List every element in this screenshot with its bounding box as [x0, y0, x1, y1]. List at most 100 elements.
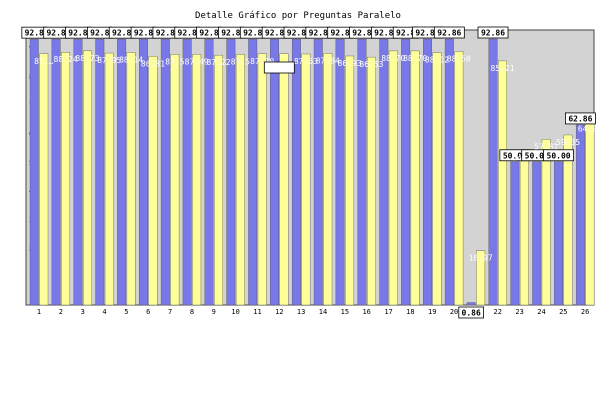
data-label: 92.8: [330, 29, 349, 38]
data-label-box: [433, 26, 465, 39]
bar: [117, 38, 127, 306]
bar: [585, 121, 595, 306]
data-label: 87.70: [250, 57, 274, 66]
data-label-box: [543, 149, 574, 162]
data-label: 92.8: [287, 29, 306, 38]
data-label: 18.97: [469, 254, 493, 263]
data-label: 88.73: [75, 54, 99, 63]
bar: [519, 150, 529, 306]
data-label: 92.8: [243, 29, 262, 38]
bar: [575, 124, 585, 306]
bar: [61, 52, 71, 306]
bar: [104, 52, 114, 306]
data-label: 59.35: [556, 138, 580, 147]
x-tick-label: 13: [297, 308, 305, 316]
data-label: 92.8: [134, 29, 153, 38]
data-label: 87.95: [97, 56, 121, 65]
bar: [401, 38, 411, 306]
x-tick-label: 18: [406, 308, 414, 316]
bar: [313, 38, 323, 306]
data-label: 0.86: [462, 309, 481, 318]
data-label: 86.53: [359, 60, 383, 69]
bar: [279, 53, 289, 306]
data-label: 92.86: [481, 28, 505, 37]
data-label: 92.8: [352, 29, 371, 38]
x-tick-label: 11: [253, 308, 261, 316]
x-tick-label: 5: [124, 308, 128, 316]
data-label: 86.93: [338, 59, 362, 68]
data-label: 92.8: [25, 29, 44, 38]
bar: [139, 38, 148, 306]
bar: [291, 38, 301, 306]
chart-title: Detalle Gráfico por Preguntas Paralelo: [195, 11, 401, 21]
x-tick-label: 10: [231, 308, 239, 316]
data-label: 88.12: [425, 56, 449, 65]
x-tick-label: 23: [515, 308, 523, 316]
x-tick-label: 26: [581, 308, 589, 316]
data-label: 92.8: [309, 29, 328, 38]
data-label: 92.8: [221, 29, 240, 38]
data-label: 88.14: [119, 56, 143, 65]
data-label: 87.5: [231, 57, 250, 66]
bar: [204, 38, 214, 306]
data-label: 87.22: [206, 58, 230, 67]
bar: [541, 139, 551, 306]
bar: [357, 38, 367, 306]
bar: [454, 51, 464, 306]
data-label: 88.24: [54, 55, 78, 64]
bar: [488, 38, 498, 306]
data-label-box: [263, 61, 295, 74]
data-label: 87.5: [165, 57, 184, 66]
data-label: 92.8: [199, 29, 218, 38]
bar: [366, 56, 376, 306]
x-tick-label: 8: [190, 308, 194, 316]
bar: [51, 38, 61, 306]
bar: [423, 38, 432, 306]
data-label: 87.49: [185, 57, 209, 66]
x-tick-label: 17: [384, 308, 392, 316]
x-tick-label: 16: [362, 308, 370, 316]
data-label-box: [565, 112, 596, 125]
bar: [192, 54, 202, 306]
x-tick-label: 19: [428, 308, 436, 316]
bar: [214, 54, 223, 306]
x-tick-label: 20: [450, 308, 458, 316]
data-label-box: [458, 306, 484, 319]
bar: [323, 53, 333, 306]
data-label: 50.00: [503, 151, 527, 160]
bar: [82, 50, 92, 306]
data-label: 88.70: [403, 54, 427, 63]
data-label: 92.8: [90, 29, 109, 38]
data-label: 87.…: [34, 57, 53, 66]
bar: [301, 53, 311, 306]
bar: [95, 38, 105, 306]
data-label: 64.00: [578, 125, 600, 134]
bar: [510, 161, 520, 306]
x-tick-label: 3: [81, 308, 85, 316]
data-label: 92.8: [112, 29, 131, 38]
x-tick-label: 25: [559, 308, 567, 316]
x-tick-label: 1: [37, 308, 41, 316]
x-axis: 1234567891011121314151617181920212223242…: [37, 308, 589, 316]
data-label: 88.70: [381, 54, 405, 63]
data-label: 92.86: [415, 28, 439, 37]
data-label: 92.8: [374, 29, 393, 38]
bar: [466, 302, 476, 306]
bar: [270, 38, 280, 306]
bar: [554, 161, 564, 306]
bar: [182, 38, 192, 306]
data-label: 88.50: [447, 54, 471, 63]
data-label: 87.84: [316, 56, 340, 65]
bar: [379, 38, 389, 306]
data-label: 92.8: [46, 29, 65, 38]
bar: [444, 38, 454, 306]
bar-series: [29, 38, 595, 306]
bar: [235, 54, 245, 306]
data-label: 92.86: [437, 28, 461, 37]
bar: [257, 53, 267, 306]
data-label: 57.81: [534, 142, 558, 151]
bar: [345, 55, 355, 306]
bar: [148, 56, 158, 306]
bar: [29, 38, 39, 306]
